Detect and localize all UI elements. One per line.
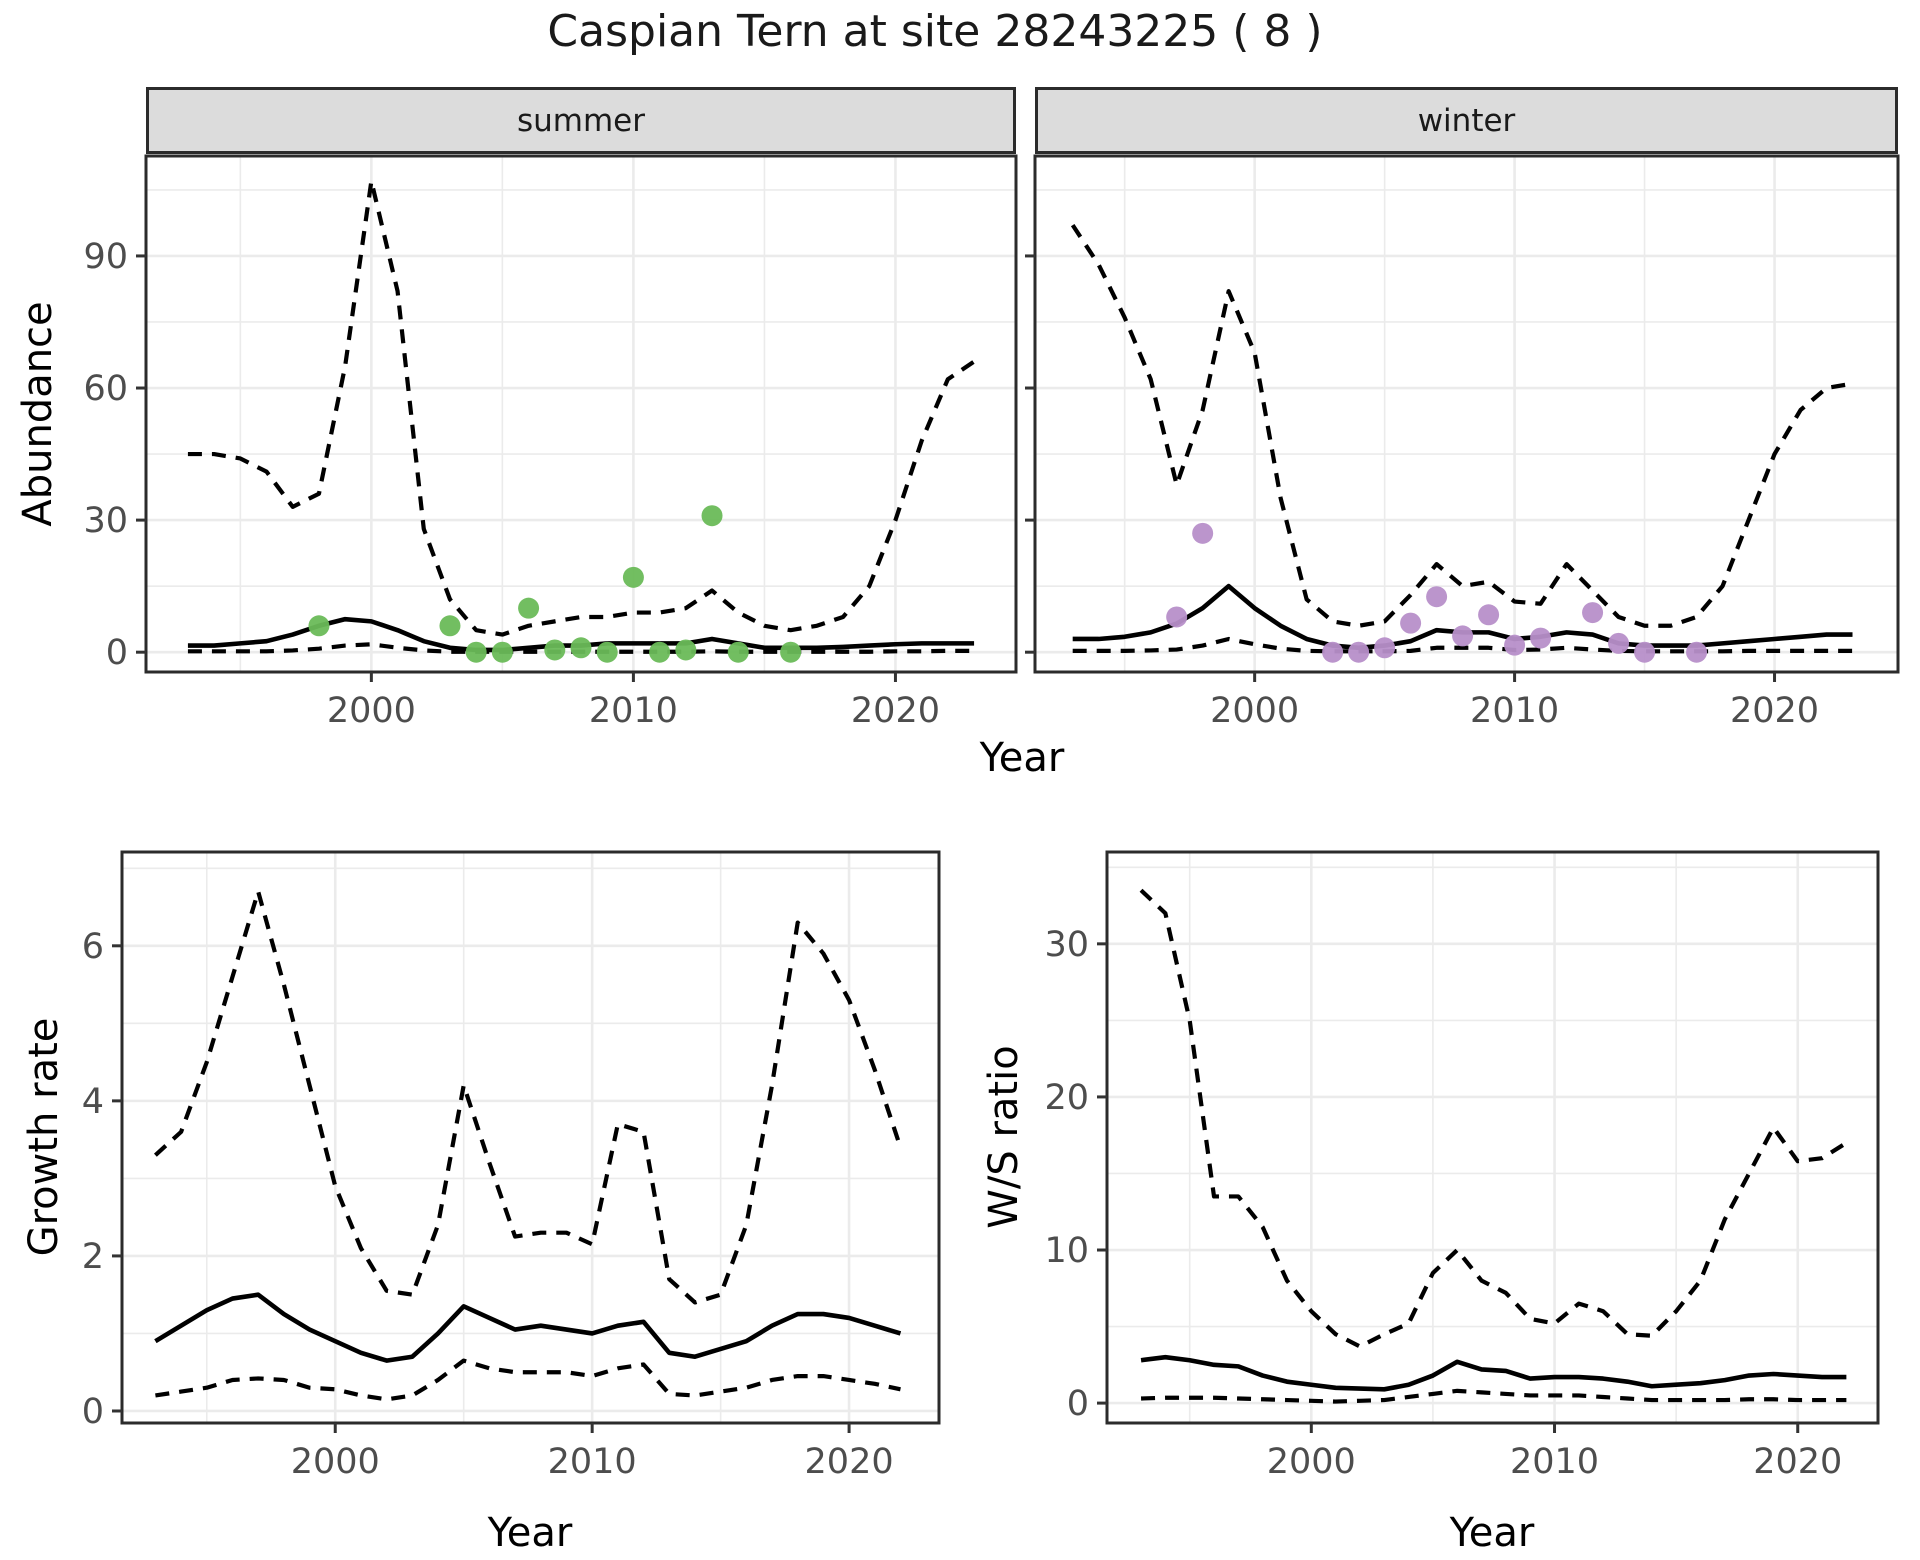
observed-point [465,641,487,663]
x-tick-label: 2000 [327,691,416,731]
observed-point [1452,625,1474,647]
y-tick-label: 0 [106,633,128,673]
observed-point [544,639,566,661]
observed-point [1478,604,1500,626]
y-axis-title-abundance: Abundance [15,301,61,527]
series-lower-95ci [155,1358,901,1402]
observed-point [1322,641,1344,663]
observed-point [1400,612,1422,634]
x-axis-title-bottom-right: Year [1449,1510,1535,1556]
y-tick-label: 90 [83,237,128,277]
panel-background [1035,156,1898,672]
observed-point [622,566,644,588]
observed-point [649,641,671,663]
x-tick-label: 2010 [548,1442,637,1482]
x-tick-label: 2000 [1267,1442,1356,1482]
x-tick-label: 2000 [1210,691,1299,731]
panel-border [144,154,1018,674]
y-tick-label: 2 [82,1237,104,1277]
series-upper-95ci [187,178,976,637]
panel-background [146,156,1016,672]
panel-border [1105,850,1880,1425]
facet-strip-winter: winter [1035,87,1898,154]
y-tick-label: 30 [1044,925,1089,965]
observed-point [1686,641,1708,663]
x-axis-title-top: Year [979,735,1065,781]
series-lower-95ci [1072,636,1853,654]
y-tick-label: 6 [82,927,104,967]
observed-point [1608,632,1630,654]
x-tick-label: 2010 [1510,1442,1599,1482]
panel-background [122,852,939,1423]
observed-point [1634,641,1656,663]
observed-point [1166,606,1188,628]
x-tick-label: 2000 [291,1442,380,1482]
facet-strip-winter-label: winter [1417,102,1516,139]
x-tick-label: 2020 [1730,691,1819,731]
observed-point [1192,522,1214,544]
series-estimate [1140,1354,1847,1392]
x-tick-label: 2020 [1753,1442,1842,1482]
series-upper-95ci [153,889,903,1305]
y-tick-label: 20 [1044,1078,1089,1118]
panel-border [1033,154,1900,674]
observed-point [491,641,513,663]
observed-point [701,505,723,527]
series-lower-95ci [1140,1388,1847,1404]
x-axis-title-bottom-left: Year [487,1510,573,1556]
observed-point [1426,586,1448,608]
x-tick-label: 2010 [589,691,678,731]
observed-point [570,637,592,659]
observed-point [308,615,330,637]
observed-point [1348,641,1370,663]
series-estimate [154,1292,902,1363]
y-tick-label: 4 [82,1082,104,1122]
observed-point [1530,627,1552,649]
observed-point [518,597,540,619]
y-tick-label: 10 [1044,1231,1089,1271]
page-title: Caspian Tern at site 28243225 ( 8 ) [547,6,1323,57]
x-tick-label: 2020 [851,691,940,731]
y-tick-label: 60 [83,369,128,409]
y-axis-title-ws-ratio: W/S ratio [981,1045,1027,1229]
observed-point [596,641,618,663]
observed-point [1374,637,1396,659]
x-tick-label: 2020 [805,1442,894,1482]
panel-background [1107,852,1878,1423]
observed-point [727,641,749,663]
series-upper-95ci [1070,223,1853,628]
y-tick-label: 30 [83,501,128,541]
observed-point [780,641,802,663]
panel-border [120,850,941,1425]
y-tick-label: 0 [82,1392,104,1432]
observed-point [1504,634,1526,656]
observed-point [675,639,697,661]
observed-point [439,615,461,637]
y-axis-title-growth-rate: Growth rate [21,1017,67,1257]
facet-strip-summer: summer [146,87,1016,154]
y-tick-label: 0 [1067,1384,1089,1424]
x-tick-label: 2010 [1470,691,1559,731]
facet-strip-summer-label: summer [516,102,645,139]
observed-point [1582,602,1604,624]
